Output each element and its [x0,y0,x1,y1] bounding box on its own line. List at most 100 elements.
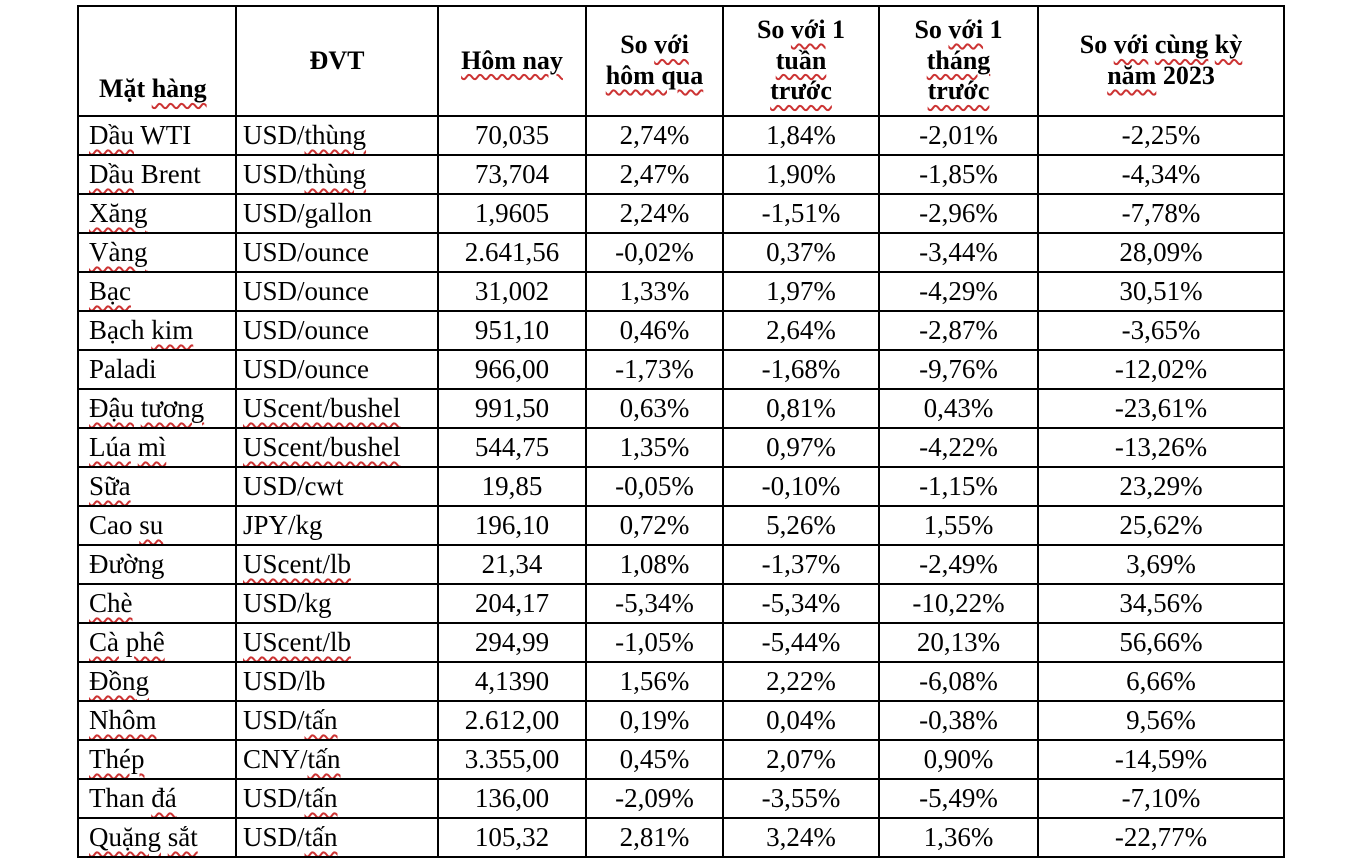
cell-vs-week: 3,24% [722,817,880,858]
spellcheck-squiggle-text: tương [140,393,205,423]
text-segment: USD/ [243,705,305,735]
cell-unit: USD/tấn [235,700,439,741]
spellcheck-squiggle-text: với [790,14,826,44]
table-row: Chè USD/kg 204,17 -5,34% -5,34% -10,22% 34,56% [77,583,1285,624]
cell-vs-2023: 56,66% [1037,622,1285,663]
cell-vs-month: -2,96% [878,193,1039,234]
spellcheck-squiggle-text: Vàng [89,237,148,267]
column-header-vs-yesterday: So với hôm qua [585,5,724,117]
spellcheck-squiggle-text: UScent/bushel [243,432,401,462]
cell-today: 966,00 [437,349,587,390]
cell-vs-month: -9,76% [878,349,1039,390]
cell-today: 4,1390 [437,661,587,702]
table-row: Cà phê UScent/lb 294,99 -1,05% -5,44% 20,13% 5… [77,622,1285,663]
cell-item: Đường [77,544,237,585]
cell-vs-month: -0,38% [878,700,1039,741]
spellcheck-squiggle-text: Quặng [89,822,161,852]
spellcheck-squiggle-text: thùng [304,159,367,189]
cell-item: Bạch kim [77,310,237,351]
text-segment: 1 [983,14,1003,44]
cell-vs-month: 20,13% [878,622,1039,663]
text-segment [131,432,138,462]
cell-vs-2023: 3,69% [1037,544,1285,585]
spellcheck-squiggle-text: Lúa [89,432,131,462]
cell-vs-week: -5,34% [722,583,880,624]
text-segment: USD/ [243,783,305,813]
cell-vs-yesterday: 1,08% [585,544,724,585]
text-segment: Bạch [89,315,152,345]
cell-vs-month: -10,22% [878,583,1039,624]
text-segment: USD/ounce [243,354,369,384]
cell-item: Vàng [77,232,237,273]
cell-vs-month: -3,44% [878,232,1039,273]
cell-vs-yesterday: 0,45% [585,739,724,780]
cell-item: Cao su [77,505,237,546]
table-row: Sữa USD/cwt 19,85 -0,05% -0,10% -1,15% 23,29% [77,466,1285,507]
cell-today: 31,002 [437,271,587,312]
cell-vs-week: -1,51% [722,193,880,234]
cell-vs-week: -5,44% [722,622,880,663]
text-segment: Than [89,783,152,813]
table-row: Đường UScent/lb 21,34 1,08% -1,37% -2,49% 3,69… [77,544,1285,585]
cell-item: Bạc [77,271,237,312]
text-segment: Mặt [99,74,152,104]
cell-vs-2023: 34,56% [1037,583,1285,624]
cell-vs-2023: -22,77% [1037,817,1285,858]
text-segment: So [756,14,791,44]
cell-vs-2023: -3,65% [1037,310,1285,351]
text-segment: So [1079,30,1114,60]
text-segment: USD/cwt [243,471,344,501]
spellcheck-squiggle-text: trước [770,76,832,106]
spellcheck-squiggle-text: Dầu [89,120,134,150]
cell-unit: USD/ounce [235,349,439,390]
cell-vs-2023: 30,51% [1037,271,1285,312]
text-segment: USD/lb [243,666,326,696]
cell-unit: USD/lb [235,661,439,702]
cell-item: Dầu Brent [77,154,237,195]
text-segment [161,822,168,852]
column-header-vs-2023: So với cùng kỳ năm 2023 [1037,5,1285,117]
spellcheck-squiggle-text: tấn [304,705,338,735]
table-row: Nhôm USD/tấn 2.612,00 0,19% 0,04% -0,38% 9,56% [77,700,1285,741]
cell-item: Quặng sắt [77,817,237,858]
cell-vs-yesterday: 0,72% [585,505,724,546]
cell-vs-month: -4,22% [878,427,1039,468]
spellcheck-squiggle-text: UScent/bushel [243,393,401,423]
text-segment: WTI [133,120,192,150]
table-row: Xăng USD/gallon 1,9605 2,24% -1,51% -2,96% -7,… [77,193,1285,234]
spellcheck-squiggle-text: su [139,510,164,540]
cell-unit: CNY/tấn [235,739,439,780]
cell-vs-2023: -23,61% [1037,388,1285,429]
table-row: Paladi USD/ounce 966,00 -1,73% -1,68% -9,76% -… [77,349,1285,390]
cell-vs-month: 0,43% [878,388,1039,429]
cell-vs-month: -2,87% [878,310,1039,351]
spellcheck-squiggle-text: với [1113,30,1149,60]
spellcheck-squiggle-text: kỳ [1214,30,1243,60]
cell-today: 3.355,00 [437,739,587,780]
text-segment: Brent [133,159,201,189]
spellcheck-squiggle-text: cùng [1154,30,1209,60]
column-header-today: Hôm nay [437,5,587,117]
cell-vs-yesterday: -0,02% [585,232,724,273]
cell-unit: USD/gallon [235,193,439,234]
cell-vs-2023: -13,26% [1037,427,1285,468]
cell-today: 2.612,00 [437,700,587,741]
cell-today: 21,34 [437,544,587,585]
spellcheck-squiggle-text: tháng [926,45,991,75]
text-segment: ĐVT [309,45,365,75]
spellcheck-squiggle-text: Chè [89,588,133,618]
table-body: Dầu WTI USD/thùng 70,035 2,74% 1,84% -2,01% -2… [77,115,1285,858]
cell-vs-yesterday: 2,74% [585,115,724,156]
table-row: Quặng sắt USD/tấn 105,32 2,81% 3,24% 1,36% -22… [77,817,1285,858]
cell-item: Đậu tương [77,388,237,429]
spellcheck-squiggle-text: tấn [304,822,338,852]
text-segment: Cao [89,510,140,540]
cell-vs-2023: 9,56% [1037,700,1285,741]
text-segment: JPY/kg [243,510,323,540]
text-segment: USD/gallon [243,198,373,228]
cell-item: Lúa mì [77,427,237,468]
cell-unit: USD/cwt [235,466,439,507]
cell-vs-week: 0,81% [722,388,880,429]
